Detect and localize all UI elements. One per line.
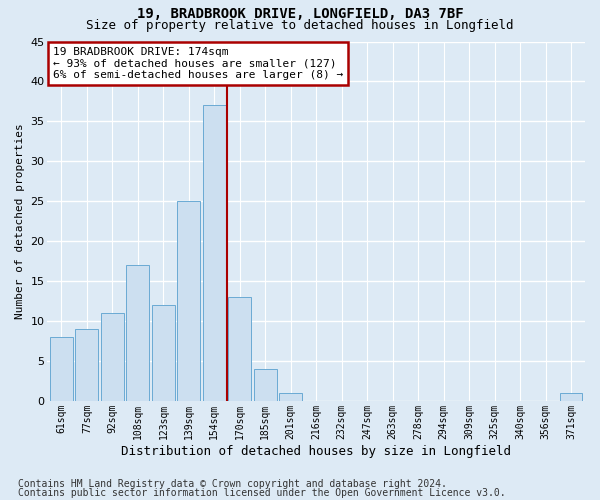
Bar	[178, 201, 200, 401]
Text: Contains public sector information licensed under the Open Government Licence v3: Contains public sector information licen…	[18, 488, 506, 498]
Bar	[229, 297, 251, 401]
Bar	[279, 393, 302, 401]
Bar	[101, 313, 124, 401]
Bar	[50, 337, 73, 401]
Bar	[152, 305, 175, 401]
Bar	[76, 329, 98, 401]
Bar	[560, 393, 583, 401]
Text: Size of property relative to detached houses in Longfield: Size of property relative to detached ho…	[86, 18, 514, 32]
X-axis label: Distribution of detached houses by size in Longfield: Distribution of detached houses by size …	[121, 444, 511, 458]
Bar	[203, 106, 226, 401]
Bar	[254, 369, 277, 401]
Text: Contains HM Land Registry data © Crown copyright and database right 2024.: Contains HM Land Registry data © Crown c…	[18, 479, 447, 489]
Y-axis label: Number of detached properties: Number of detached properties	[15, 124, 25, 319]
Bar	[127, 265, 149, 401]
Text: 19 BRADBROOK DRIVE: 174sqm
← 93% of detached houses are smaller (127)
6% of semi: 19 BRADBROOK DRIVE: 174sqm ← 93% of deta…	[53, 47, 343, 80]
Text: 19, BRADBROOK DRIVE, LONGFIELD, DA3 7BF: 19, BRADBROOK DRIVE, LONGFIELD, DA3 7BF	[137, 8, 463, 22]
